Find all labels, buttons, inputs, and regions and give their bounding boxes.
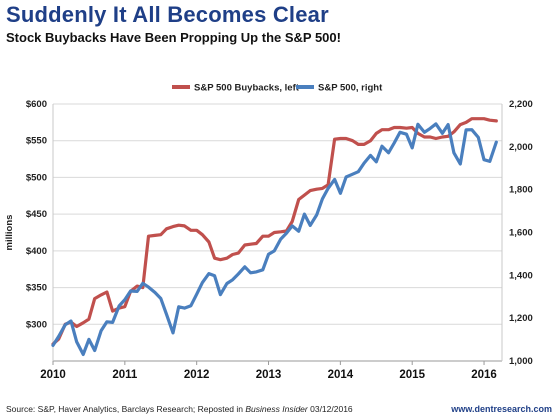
chart-title: Suddenly It All Becomes Clear xyxy=(6,2,329,27)
right-tick-label: 1,800 xyxy=(509,185,533,196)
gridlines xyxy=(53,103,502,325)
legend: S&P 500 Buybacks, left S&P 500, right xyxy=(172,83,383,94)
x-tick-label: 2014 xyxy=(328,369,354,381)
series-line-buybacks xyxy=(51,117,498,346)
series-lines xyxy=(51,117,498,356)
right-tick-label: 1,200 xyxy=(509,313,533,324)
right-tick-label: 1,600 xyxy=(509,228,533,239)
x-tick-label: 2013 xyxy=(256,369,282,381)
chart-subtitle: Stock Buybacks Have Been Propping Up the… xyxy=(6,30,341,45)
left-tick-label: $400 xyxy=(26,246,47,257)
right-tick-label: 2,000 xyxy=(509,142,533,153)
x-tick-label: 2012 xyxy=(184,369,210,381)
left-axis-label: millions xyxy=(4,215,15,251)
right-tick-label: 1,000 xyxy=(509,356,533,367)
source-publication: Business Insider xyxy=(245,404,308,414)
left-tick-label: $500 xyxy=(26,172,47,183)
right-axis-ticks: 1,000 1,200 1,400 1,600 1,800 2,000 2,200 xyxy=(509,99,533,367)
x-tick-label: 2011 xyxy=(112,369,138,381)
series-line-sp500 xyxy=(51,122,498,356)
legend-item-buybacks: S&P 500 Buybacks, left xyxy=(172,83,300,94)
legend-item-sp500: S&P 500, right xyxy=(296,83,383,94)
x-axis-ticks: 2010 2011 2012 2013 2014 2015 2016 xyxy=(40,361,497,381)
source-note: Source: S&P, Haver Analytics, Barclays R… xyxy=(6,404,353,414)
website-link[interactable]: www.dentresearch.com xyxy=(451,404,552,414)
x-tick-label: 2016 xyxy=(471,369,497,381)
source-prefix: Source: S&P, Haver Analytics, Barclays R… xyxy=(6,404,246,414)
source-date: 03/12/2016 xyxy=(307,404,353,414)
plot-border xyxy=(52,104,503,362)
left-tick-label: $600 xyxy=(26,99,47,110)
legend-label: S&P 500 Buybacks, left xyxy=(194,83,300,94)
left-tick-label: $450 xyxy=(26,209,47,220)
x-tick-label: 2010 xyxy=(40,369,66,381)
left-tick-label: $550 xyxy=(26,136,47,147)
right-tick-label: 2,200 xyxy=(509,99,533,110)
x-tick-label: 2015 xyxy=(399,369,425,381)
left-tick-label: $350 xyxy=(26,283,47,294)
right-tick-label: 1,400 xyxy=(509,270,533,281)
left-axis-ticks: $300 $350 $400 $450 $500 $550 $600 xyxy=(26,99,47,330)
left-tick-label: $300 xyxy=(26,319,47,330)
legend-label: S&P 500, right xyxy=(318,83,383,94)
